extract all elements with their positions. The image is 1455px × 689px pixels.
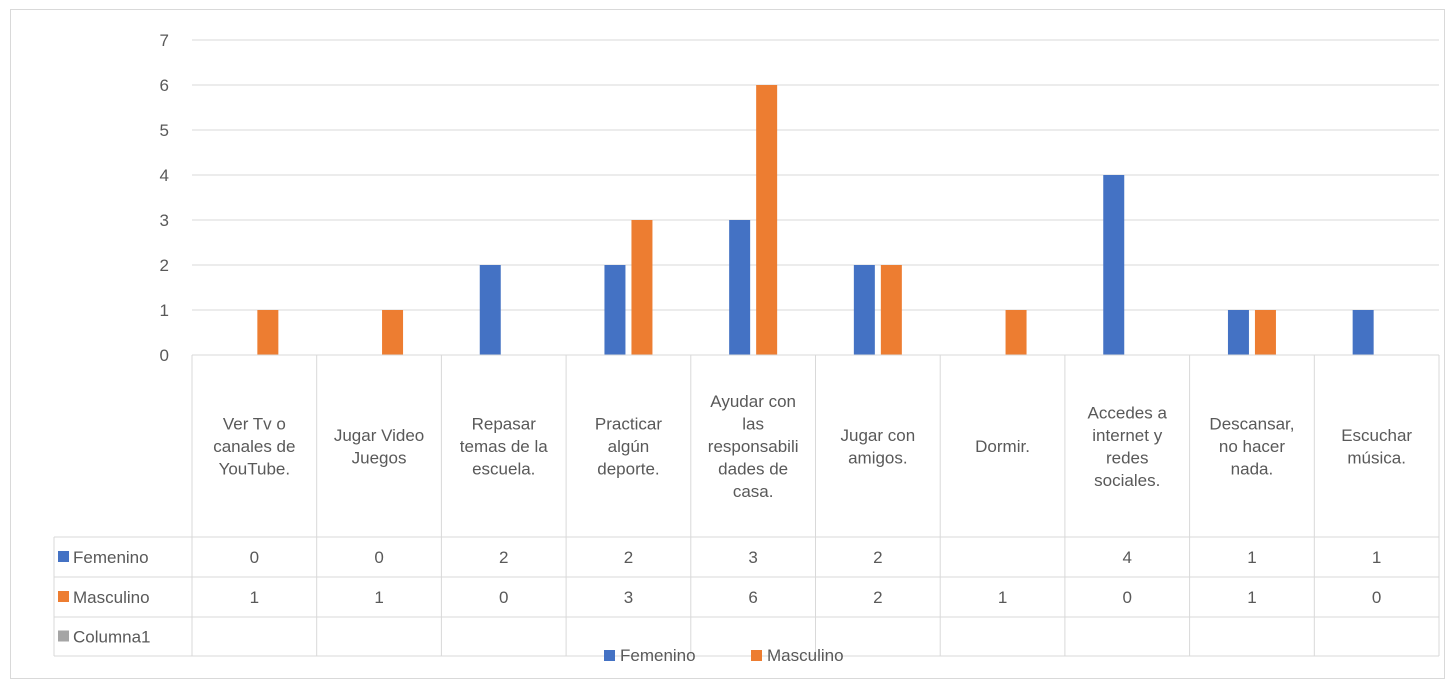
table-cell-value: 0 <box>1372 588 1381 607</box>
table-cell-value: 2 <box>624 548 633 567</box>
table-cell-value: 1 <box>1247 588 1256 607</box>
bar-masculino-8 <box>1254 310 1276 355</box>
legend-label: Femenino <box>620 646 696 665</box>
x-category-label: Practicar <box>595 415 662 434</box>
x-category-label: las <box>742 415 764 434</box>
x-category-label: no hacer <box>1219 437 1285 456</box>
x-category-label: nada. <box>1231 460 1274 479</box>
x-category-label: deporte. <box>597 460 659 479</box>
legend-swatch-masculino <box>751 650 762 661</box>
table-cell-value: 0 <box>1123 588 1132 607</box>
table-cell-value: 6 <box>748 588 757 607</box>
y-tick-label: 3 <box>160 211 169 230</box>
x-category-label: música. <box>1347 448 1406 467</box>
table-cell-value: 2 <box>873 588 882 607</box>
x-category-label: Ver Tv o <box>223 415 286 434</box>
y-tick-label: 0 <box>160 346 169 365</box>
bar-femenino-7 <box>1103 175 1125 355</box>
x-category-label: Jugar Video <box>334 426 424 445</box>
x-category-label: escuela. <box>472 460 535 479</box>
x-category-label: Descansar, <box>1209 415 1294 434</box>
chart-frame: 0 1 2 3 4 5 6 7 Ver Tv o canales de YouTube. Jugar … <box>10 9 1445 679</box>
x-category-label: Ayudar con <box>710 392 796 411</box>
legend-swatch-femenino <box>604 650 615 661</box>
x-category-label: temas de la <box>460 437 548 456</box>
bar-masculino-3 <box>631 220 653 355</box>
x-category-label: Juegos <box>352 448 407 467</box>
table-series-name: Columna1 <box>73 628 151 647</box>
legend-key-femenino <box>58 551 69 562</box>
table-cell-value: 4 <box>1123 548 1132 567</box>
bar-femenino-2 <box>479 265 501 355</box>
table-cell-value: 1 <box>1247 548 1256 567</box>
table-cell-value: 0 <box>374 548 383 567</box>
y-tick-label: 2 <box>160 256 169 275</box>
bar-femenino-3 <box>604 265 626 355</box>
legend-key-columna1 <box>58 630 69 642</box>
table-cell-value: 2 <box>873 548 882 567</box>
bar-masculino-5 <box>880 265 902 355</box>
x-category-label: casa. <box>733 482 774 501</box>
table-cell-value: 1 <box>1372 548 1381 567</box>
x-category-label: Escuchar <box>1341 426 1412 445</box>
bar-femenino-9 <box>1352 310 1374 355</box>
table-cell-value: 2 <box>499 548 508 567</box>
x-category-label: redes <box>1106 448 1149 467</box>
y-tick-label: 4 <box>160 166 169 185</box>
bar-masculino-6 <box>1005 310 1027 355</box>
x-category-label: Dormir. <box>975 437 1030 456</box>
y-tick-label: 5 <box>160 121 169 140</box>
table-series-name: Masculino <box>73 588 150 607</box>
bar-masculino-4 <box>756 85 778 355</box>
x-category-label: internet y <box>1092 426 1162 445</box>
x-category-label: sociales. <box>1094 471 1160 490</box>
y-tick-label: 1 <box>160 301 169 320</box>
table-cell-value: 0 <box>250 548 259 567</box>
table-series-name: Femenino <box>73 548 149 567</box>
bar-femenino-4 <box>729 220 751 355</box>
table-cell-value: 3 <box>624 588 633 607</box>
y-tick-label: 6 <box>160 76 169 95</box>
x-category-label: responsabili <box>708 437 799 456</box>
x-category-label: Jugar con <box>841 426 916 445</box>
bar-masculino-0 <box>257 310 279 355</box>
y-tick-label: 7 <box>160 31 169 50</box>
x-category-label: YouTube. <box>219 460 291 479</box>
table-cell-value: 0 <box>499 588 508 607</box>
x-category-label: canales de <box>213 437 295 456</box>
x-category-label: Accedes a <box>1088 403 1168 422</box>
table-cell-value: 1 <box>250 588 259 607</box>
legend-label: Masculino <box>767 646 844 665</box>
bar-femenino-8 <box>1227 310 1249 355</box>
table-cell-value: 1 <box>998 588 1007 607</box>
bar-femenino-5 <box>853 265 875 355</box>
x-category-label: algún <box>608 437 650 456</box>
bar-masculino-1 <box>382 310 404 355</box>
x-category-label: dades de <box>718 460 788 479</box>
x-category-label: Repasar <box>472 415 537 434</box>
legend-key-masculino <box>58 591 69 602</box>
x-category-label: amigos. <box>848 448 908 467</box>
table-cell-value: 1 <box>374 588 383 607</box>
bar-chart: 0 1 2 3 4 5 6 7 Ver Tv o canales de YouTube. Jugar … <box>53 31 1440 665</box>
table-cell-value: 3 <box>748 548 757 567</box>
